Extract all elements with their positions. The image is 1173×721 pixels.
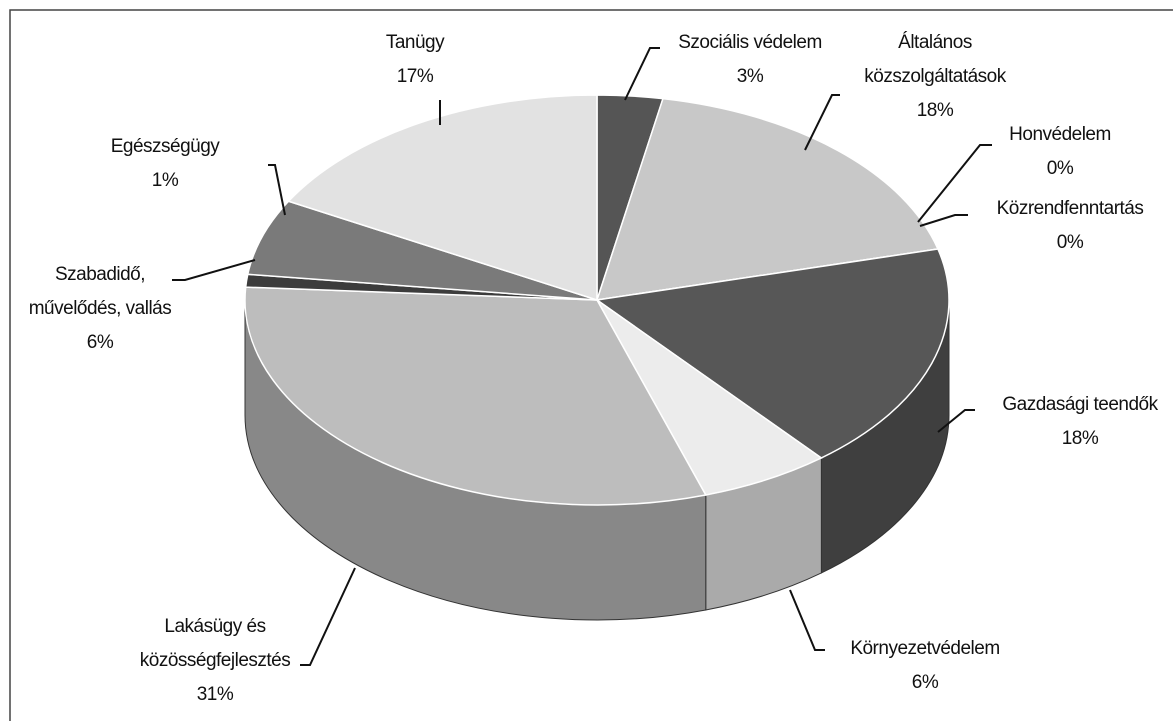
category-label: Gazdasági teendők [1002, 394, 1158, 415]
leader-line [268, 164, 286, 216]
leader-line [917, 144, 992, 223]
category-label: Közrendfenntartás [996, 198, 1144, 219]
value-label: 0% [1056, 232, 1084, 253]
leader-line [300, 567, 356, 666]
value-label: 1% [151, 170, 179, 191]
data-label: Lakásügy és közösségfejlesztés 31% [105, 610, 325, 712]
value-label: 18% [916, 100, 954, 121]
category-label: Lakásügy és közösségfejlesztés [139, 616, 291, 671]
slice [595, 97, 940, 301]
data-label: Gazdasági teendők 18% [975, 388, 1173, 456]
category-label: Honvédelem [1009, 124, 1111, 145]
slice [596, 299, 823, 496]
data-label: Szociális védelem 3% [660, 26, 840, 94]
leader-line [919, 214, 968, 227]
pie [244, 94, 950, 621]
data-label: Szabadidő, művelődés, vallás 6% [10, 258, 190, 360]
frame [9, 9, 1173, 721]
category-label: Általános közszolgáltatások [864, 32, 1006, 87]
data-label: Környezetvédelem 6% [825, 632, 1025, 700]
data-label: Közrendfenntartás 0% [960, 192, 1173, 260]
value-label: 6% [911, 672, 939, 693]
data-label: Tanügy 17% [335, 26, 495, 94]
category-label: Szabadidő, művelődés, vallás [28, 264, 172, 319]
value-label: 18% [1061, 428, 1099, 449]
category-label: Tanügy [385, 32, 445, 53]
leader-line [172, 259, 256, 281]
slice [246, 200, 598, 301]
value-label: 6% [86, 332, 114, 353]
leader-line [624, 47, 660, 101]
data-label: Egészségügy 1% [30, 130, 300, 198]
data-label: Honvédelem 0% [985, 118, 1135, 186]
category-label: Környezetvédelem [850, 638, 1000, 659]
slice [595, 248, 950, 459]
category-label: Szociális védelem [678, 32, 822, 53]
category-label: Egészségügy [110, 136, 220, 157]
value-label: 17% [396, 66, 434, 87]
leader-lines [172, 47, 992, 666]
slice [287, 94, 598, 302]
value-label: 3% [736, 66, 764, 87]
leader-line [804, 94, 840, 151]
value-label: 31% [196, 684, 234, 705]
value-label: 0% [1046, 158, 1074, 179]
leader-line [937, 409, 975, 433]
data-label: Általános közszolgáltatások 18% [835, 26, 1035, 128]
leader-line [789, 589, 825, 651]
slice [244, 286, 707, 506]
